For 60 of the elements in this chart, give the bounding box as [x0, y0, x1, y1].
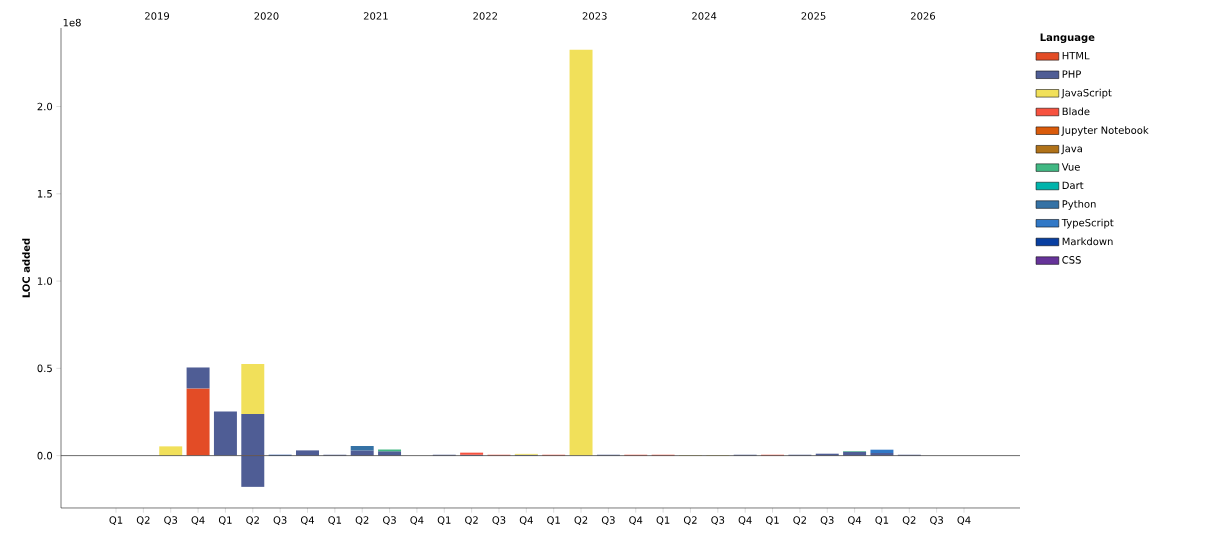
x-tick-label: Q1 [656, 516, 670, 525]
legend-label: Java [1061, 144, 1082, 155]
x-tick-label: Q4 [519, 516, 533, 525]
x-tick-label: Q4 [410, 516, 424, 525]
legend-label: JavaScript [1061, 88, 1112, 99]
legend-label: Python [1062, 200, 1096, 210]
x-tick-label: Q3 [930, 516, 943, 525]
text: 2023 [582, 12, 607, 20]
legend-label: Dart [1062, 181, 1084, 190]
x-tick-label: Q3 [711, 516, 725, 525]
y-tick-label: 1.5 [37, 190, 52, 198]
x-tick-label: Q4 [191, 516, 205, 525]
x-tick-label: Q2 [465, 516, 478, 525]
x-tick-label: Q2 [574, 516, 588, 525]
x-tick-label: Q2 [902, 516, 916, 525]
x-tick-label: Q1 [437, 516, 451, 525]
y-tick-label: 1.0 [37, 277, 53, 285]
x-tick-label: Q4 [738, 516, 752, 525]
x-tick-label: Q4 [957, 516, 971, 525]
legend-label: Markdown [1062, 237, 1113, 246]
legend-label: Vue [1061, 163, 1080, 171]
x-tick-label: Q1 [765, 516, 779, 525]
x-tick-label: Q3 [273, 516, 287, 525]
y-tick-label: 0.5 [37, 364, 52, 373]
legend-label: CSS [1062, 256, 1081, 264]
x-tick-label: Q2 [683, 516, 697, 525]
legend-label: PHP [1062, 70, 1081, 78]
x-tick-label: Q1 [547, 516, 560, 525]
x-tick-label: Q1 [109, 516, 123, 525]
legend-label: Jupyter Notebook [1061, 126, 1149, 136]
x-tick-label: Q2 [246, 516, 259, 525]
text: 2019 [145, 12, 170, 20]
x-tick-label: Q3 [164, 516, 178, 525]
x-tick-label: Q4 [300, 516, 315, 525]
x-tick-label: Q2 [355, 516, 369, 525]
text: 2025 [801, 12, 826, 20]
legend-title: Language [1040, 33, 1095, 44]
text: 2020 [254, 12, 279, 20]
x-tick-label: Q2 [793, 516, 806, 525]
y-axis-title: LOC added [22, 238, 30, 298]
y-tick-label: 0.0 [37, 451, 53, 460]
text: 1e8 [63, 18, 81, 27]
legend-label: TypeScript [1061, 218, 1114, 229]
x-tick-label: Q3 [383, 516, 396, 525]
x-tick-label: Q4 [848, 516, 862, 525]
x-tick-label: Q1 [875, 516, 889, 525]
x-tick-label: Q3 [492, 516, 506, 525]
text: 2021 [363, 12, 388, 20]
y-tick-label: 2.0 [37, 102, 53, 111]
x-tick-label: Q2 [136, 516, 150, 525]
text: 2024 [692, 12, 717, 20]
x-tick-label: Q3 [601, 516, 615, 525]
text: 2022 [473, 12, 498, 20]
legend-label: HTML [1062, 51, 1090, 60]
x-tick-label: Q4 [629, 516, 643, 525]
x-tick-label: Q1 [328, 516, 342, 525]
x-tick-label: Q1 [218, 516, 232, 525]
legend-label: Blade [1062, 107, 1090, 116]
text: 2026 [910, 12, 936, 20]
x-tick-label: Q3 [820, 516, 834, 525]
